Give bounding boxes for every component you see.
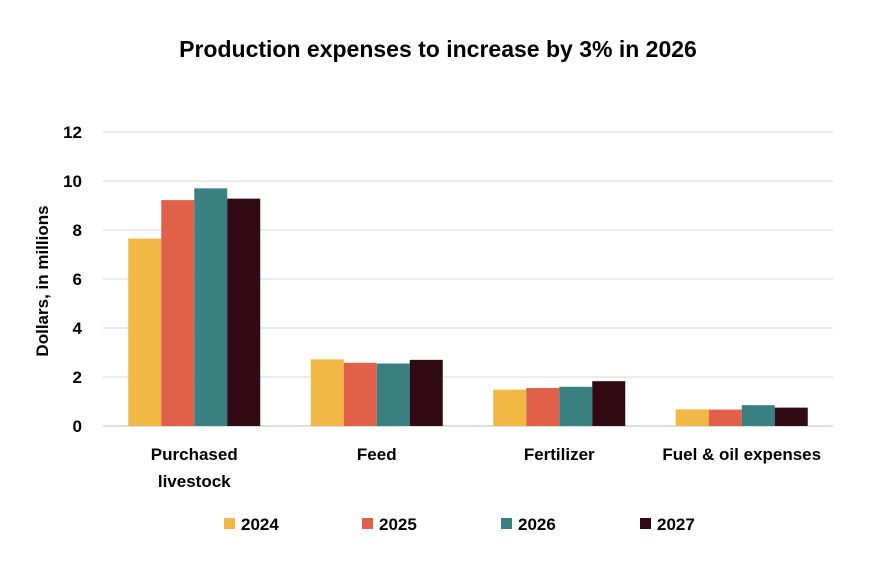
y-tick-label: 6	[73, 270, 82, 289]
y-tick-label: 2	[73, 368, 82, 387]
bar	[592, 381, 626, 426]
chart-title: Production expenses to increase by 3% in…	[179, 36, 697, 62]
y-tick-label: 0	[73, 417, 82, 436]
legend-label: 2027	[657, 515, 695, 534]
bar	[708, 409, 742, 426]
bar	[161, 200, 195, 426]
bar	[376, 363, 410, 426]
bar	[194, 188, 228, 426]
y-tick-label: 10	[63, 172, 82, 191]
legend-swatch	[640, 518, 651, 529]
legend-label: 2024	[241, 515, 279, 534]
category-label: livestock	[158, 472, 231, 491]
bar	[227, 198, 261, 426]
bar	[128, 238, 162, 426]
bar	[343, 362, 377, 426]
bar	[493, 389, 527, 426]
x-axis-categories: Purchased livestock Feed Fertilizer Fuel & o…	[151, 445, 821, 491]
bar	[559, 386, 593, 426]
bar	[774, 407, 808, 426]
bar	[675, 409, 709, 426]
y-tick-label: 12	[63, 123, 82, 142]
bar	[741, 405, 775, 426]
bars	[128, 188, 808, 426]
legend: 2024 2025 2026 2027	[224, 515, 695, 534]
legend-swatch	[362, 518, 373, 529]
bar	[526, 388, 560, 426]
category-label: Purchased	[151, 445, 238, 464]
y-tick-label: 8	[73, 221, 82, 240]
y-tick-label: 4	[73, 319, 83, 338]
y-axis-ticks: 0 2 4 6 8 10 12	[63, 123, 82, 436]
bar	[409, 359, 443, 426]
legend-swatch	[224, 518, 235, 529]
legend-label: 2026	[518, 515, 556, 534]
category-label: Fuel & oil expenses	[662, 445, 821, 464]
category-label: Feed	[357, 445, 397, 464]
legend-swatch	[501, 518, 512, 529]
legend-label: 2025	[379, 515, 417, 534]
category-label: Fertilizer	[524, 445, 595, 464]
bar	[310, 359, 344, 426]
y-axis-label: Dollars, in millions	[33, 205, 52, 356]
